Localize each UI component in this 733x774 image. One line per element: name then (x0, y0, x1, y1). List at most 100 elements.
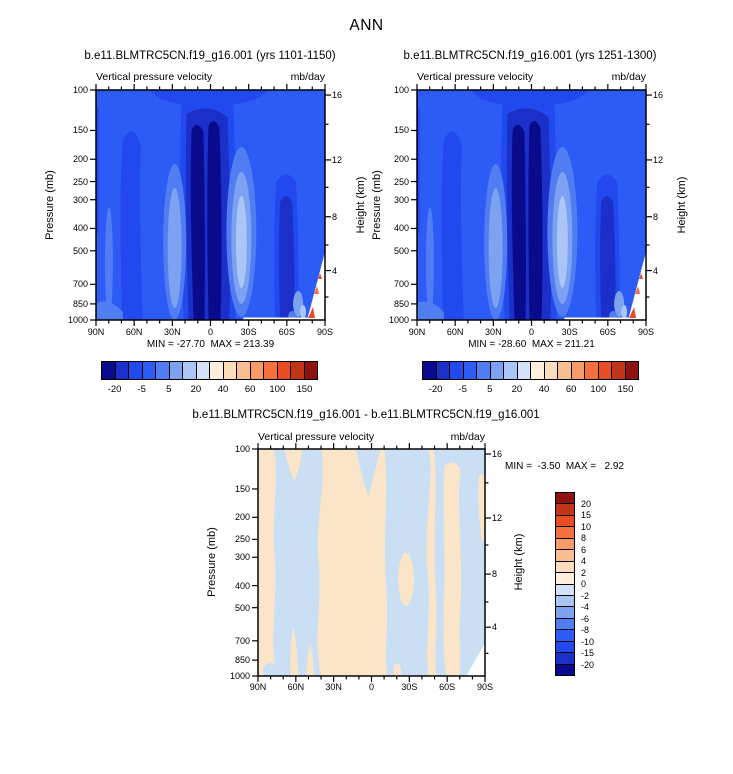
tick-label: 150 (234, 483, 250, 494)
tick-label: 6 (581, 544, 587, 555)
colorbar-swatch (503, 361, 518, 380)
tick-label: 150 (72, 125, 88, 136)
right-minmax-stats: MIN = -28.60 MAX = 211.21 (468, 339, 595, 350)
colorbar-swatch (195, 361, 210, 380)
tick-label: 850 (72, 298, 88, 309)
tick-label: 0 (368, 682, 375, 692)
tick-label: 4 (492, 622, 498, 633)
colorbar-swatch (155, 361, 170, 380)
left-panel-subtitle: Vertical pressure velocity mb/day (96, 71, 325, 83)
tick-label: 150 (296, 384, 313, 395)
diff-minmax-stats: MIN = -3.50 MAX = 2.92 (505, 461, 624, 472)
tick-label: 850 (393, 298, 409, 309)
colorbar-swatch (209, 361, 224, 380)
tick-label: 200 (72, 154, 88, 165)
tick-label: 60 (565, 384, 577, 395)
colorbar-swatch (182, 361, 197, 380)
tick-label: 250 (393, 176, 409, 187)
tick-label: 100 (590, 384, 607, 395)
colorbar-swatch (584, 361, 599, 380)
tick-label: -20 (581, 659, 595, 670)
page-title: ANN (349, 17, 384, 34)
diff-plot-canvas (252, 443, 491, 682)
tick-label: 300 (393, 194, 409, 205)
tick-label: 850 (234, 655, 250, 666)
tick-label: 12 (653, 154, 664, 165)
tick-label: 60N (446, 327, 464, 337)
tick-label: 12 (492, 513, 503, 523)
tick-label: -15 (581, 648, 595, 658)
right-colorbar (422, 361, 639, 380)
tick-label: 1000 (229, 671, 250, 681)
tick-label: 30S (240, 327, 257, 337)
tick-label: 1000 (67, 315, 88, 325)
tick-label: 400 (72, 223, 88, 234)
colorbar-swatch (303, 361, 318, 380)
colorbar-swatch (489, 361, 504, 380)
left-colorbar (101, 361, 318, 380)
tick-label: 16 (332, 90, 343, 101)
tick-label: 30S (561, 327, 578, 337)
tick-label: 4 (332, 265, 338, 276)
left-pressure-tick-labels: 100 150 200 250 300 400 500 700 850 1000 (52, 85, 88, 325)
tick-label: -4 (581, 602, 590, 612)
tick-label: 200 (234, 512, 250, 523)
left-colorbar-labels: -20 -5 5 20 40 60 100 150 (101, 384, 318, 396)
tick-label: 500 (72, 245, 88, 256)
tick-label: 30N (164, 327, 181, 337)
tick-label: 200 (393, 154, 409, 165)
tick-label: 100 (269, 384, 286, 395)
right-units-label: mb/day (611, 71, 646, 83)
left-pressure-axis-title: Pressure (mb) (44, 170, 56, 240)
right-lat-tick-labels: 90N 60N 30N 0 30S 60S 90S (409, 327, 654, 339)
diff-field-label: Vertical pressure velocity (258, 431, 375, 443)
tick-label: 90N (249, 682, 267, 692)
tick-label: 4 (581, 556, 587, 566)
left-height-axis-title: Height (km) (355, 176, 367, 234)
tick-label: 15 (581, 510, 592, 520)
tick-label: 8 (581, 533, 587, 543)
diff-height-axis-title: Height (km) (513, 533, 525, 591)
colorbar-swatch (101, 361, 116, 380)
tick-label: 0 (528, 327, 535, 337)
tick-label: 90N (408, 327, 426, 337)
colorbar-swatch (141, 361, 156, 380)
tick-label: 100 (234, 444, 250, 454)
tick-label: 90S (476, 682, 494, 692)
left-plot-canvas (90, 84, 331, 326)
left-minmax-stats: MIN = -27.70 MAX = 213.39 (146, 339, 275, 350)
tick-label: 5 (487, 384, 493, 395)
tick-label: 2 (581, 567, 587, 578)
diff-panel-title: b.e11.BLMTRC5CN.f19_g16.001 - b.e11.BLMT… (192, 409, 540, 421)
tick-label: -8 (581, 625, 590, 635)
colorbar-swatch (570, 361, 585, 380)
tick-label: 1000 (388, 315, 409, 325)
tick-label: 400 (393, 223, 409, 234)
tick-label: -6 (581, 613, 590, 624)
colorbar-swatch (476, 361, 491, 380)
tick-label: 4 (653, 265, 659, 276)
tick-label: 60S (278, 327, 295, 337)
tick-label: 250 (72, 176, 88, 187)
tick-label: 30N (325, 682, 342, 692)
tick-label: 60N (125, 327, 143, 337)
tick-label: 20 (581, 498, 592, 509)
diff-lat-tick-labels: 90N 60N 30N 0 30S 60S 90S (250, 682, 493, 694)
left-lat-tick-labels: 90N 60N 30N 0 30S 60S 90S (88, 327, 333, 339)
diff-panel-subtitle: Vertical pressure velocity mb/day (258, 431, 485, 443)
tick-label: 500 (234, 602, 250, 613)
colorbar-swatch (435, 361, 450, 380)
colorbar-swatch (449, 361, 464, 380)
tick-label: 60S (439, 682, 456, 692)
left-units-label: mb/day (290, 71, 325, 83)
colorbar-swatch (168, 361, 183, 380)
diff-units-label: mb/day (450, 431, 485, 443)
tick-label: 20 (511, 384, 523, 395)
colorbar-swatch (611, 361, 626, 380)
tick-label: 100 (393, 85, 409, 95)
colorbar-swatch (597, 361, 612, 380)
colorbar-swatch (114, 361, 129, 380)
tick-label: 8 (653, 211, 659, 222)
tick-label: 90N (87, 327, 105, 337)
right-panel-subtitle: Vertical pressure velocity mb/day (417, 71, 646, 83)
